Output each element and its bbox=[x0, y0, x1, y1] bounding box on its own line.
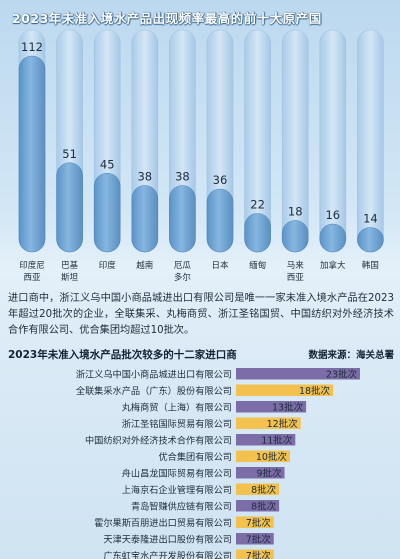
summary-paragraph: 进口商中，浙江义乌中国小商品城进出口有限公司是唯一一家未准入境水产品在2023年… bbox=[8, 293, 394, 336]
category-label: 加拿大 bbox=[320, 260, 346, 271]
category-label: 丸梅商贸（上海）有限公司 bbox=[122, 401, 232, 413]
category-label: 全联集采水产品（广东）股份有限公司 bbox=[76, 385, 232, 397]
category-label: 日本 bbox=[211, 260, 229, 271]
bar bbox=[236, 417, 301, 429]
data-label: 14 bbox=[363, 212, 378, 226]
importer-chart-header: 2023年未准入境水产品批次较多的十二家进口商 数据来源：海关总署 bbox=[8, 347, 394, 362]
category-label: 印度尼 bbox=[19, 260, 45, 271]
bar bbox=[93, 172, 121, 253]
data-label: 38 bbox=[175, 170, 190, 184]
bar bbox=[206, 188, 234, 253]
data-label: 7批次 bbox=[246, 517, 272, 529]
category-label: 厄瓜 bbox=[174, 261, 192, 271]
data-label: 7批次 bbox=[246, 550, 272, 559]
data-label: 12批次 bbox=[267, 418, 299, 430]
category-label: 舟山昌龙国际贸易有限公司 bbox=[122, 467, 232, 479]
category-label: 巴基 bbox=[61, 260, 79, 271]
data-label: 22 bbox=[250, 198, 265, 212]
data-label: 51 bbox=[62, 147, 77, 161]
bar bbox=[236, 500, 280, 512]
bar bbox=[244, 213, 271, 253]
bar bbox=[281, 220, 309, 253]
category-label: 天津天泰隆进出口股份有限公司 bbox=[103, 533, 232, 545]
bar bbox=[236, 516, 274, 528]
category-label: 缅甸 bbox=[249, 260, 266, 271]
data-label: 8批次 bbox=[251, 484, 277, 496]
category-label: 越南 bbox=[136, 260, 153, 271]
bar bbox=[357, 227, 384, 253]
data-label: 23批次 bbox=[326, 368, 358, 380]
bar bbox=[18, 55, 46, 253]
data-label: 112 bbox=[21, 40, 43, 54]
bar bbox=[236, 401, 307, 413]
category-label: 优合集团有限公司 bbox=[159, 451, 233, 463]
category-label: 浙江圣铭国际贸易有限公司 bbox=[122, 418, 232, 430]
data-label: 11批次 bbox=[261, 434, 293, 446]
bar bbox=[169, 185, 196, 253]
data-label: 18 bbox=[288, 205, 303, 219]
data-label: 8批次 bbox=[251, 500, 277, 512]
bar bbox=[236, 384, 334, 396]
bar bbox=[56, 162, 83, 253]
category-label: 斯坦 bbox=[61, 272, 79, 283]
category-label: 青岛智赚供应链有限公司 bbox=[131, 500, 232, 512]
bar bbox=[236, 549, 274, 559]
category-label: 浙江义乌中国小商品城进出口有限公司 bbox=[76, 368, 232, 380]
category-label: 马来 bbox=[287, 261, 305, 271]
data-source: 数据来源：海关总署 bbox=[308, 350, 394, 361]
data-label: 7批次 bbox=[246, 533, 272, 545]
bar bbox=[236, 467, 285, 479]
category-label: 广东虹宝水产开发股份有限公司 bbox=[103, 550, 232, 559]
bar bbox=[236, 434, 296, 446]
data-label: 45 bbox=[100, 157, 115, 171]
category-label: 西亚 bbox=[287, 273, 305, 283]
chart-title: 2023年未准入境水产品出现频率最高的前十大原产国 bbox=[12, 11, 322, 26]
category-label: 多尔 bbox=[174, 272, 192, 283]
category-label: 上海京石企业管理有限公司 bbox=[122, 484, 232, 496]
bar bbox=[131, 185, 159, 253]
category-label: 西亚 bbox=[23, 273, 41, 283]
data-label: 36 bbox=[213, 173, 228, 187]
bar bbox=[236, 368, 360, 380]
data-label: 13批次 bbox=[272, 401, 304, 413]
bar bbox=[236, 533, 274, 545]
bar bbox=[236, 483, 280, 495]
category-label: 中国纺织对外经济技术合作有限公司 bbox=[85, 434, 232, 446]
bar bbox=[236, 450, 290, 462]
data-label: 38 bbox=[137, 170, 152, 184]
data-label: 9批次 bbox=[256, 467, 282, 479]
category-label: 霍尔果斯百朋进出口贸易有限公司 bbox=[94, 517, 232, 529]
category-label: 印度 bbox=[99, 260, 117, 271]
bar bbox=[319, 223, 347, 253]
bar-track bbox=[281, 29, 309, 253]
data-label: 16 bbox=[325, 208, 340, 222]
importer-chart-title: 2023年未准入境水产品批次较多的十二家进口商 bbox=[8, 349, 237, 361]
data-label: 10批次 bbox=[256, 451, 288, 463]
category-label: 韩国 bbox=[362, 260, 379, 271]
data-label: 18批次 bbox=[299, 385, 331, 397]
